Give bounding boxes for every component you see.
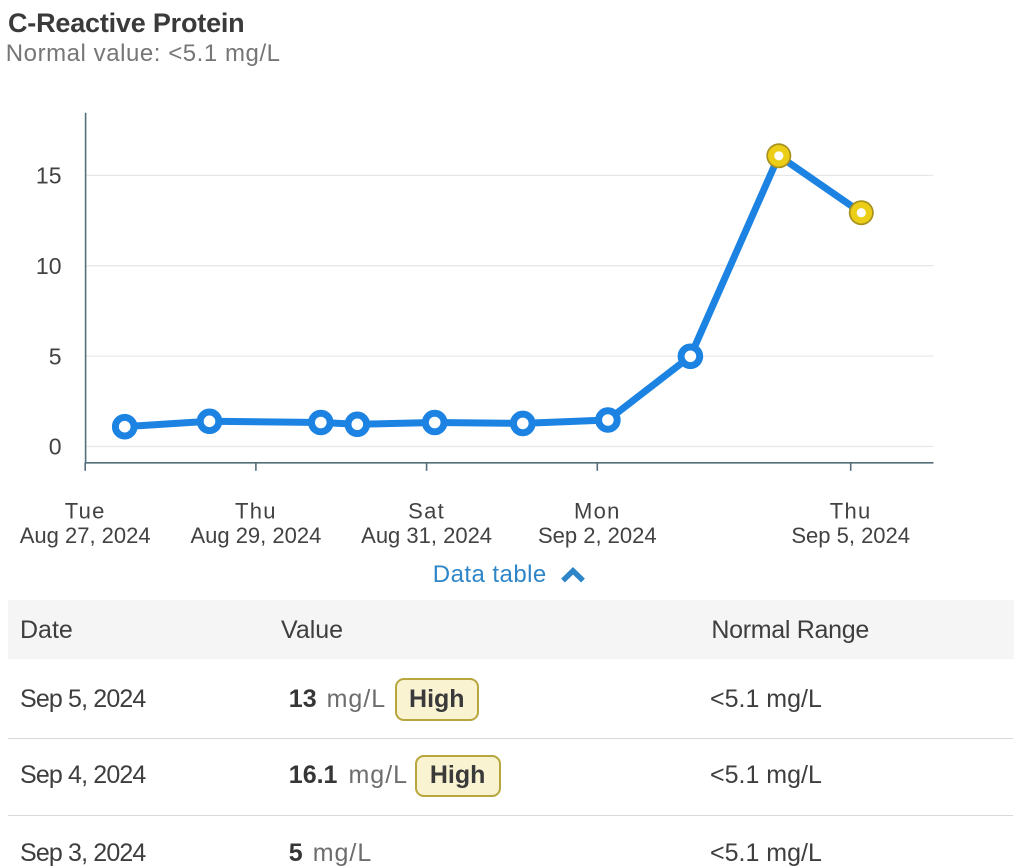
svg-text:Sat: Sat [408,498,445,523]
svg-text:Sep 2, 2024: Sep 2, 2024 [538,523,657,548]
svg-text:Aug 27, 2024: Aug 27, 2024 [20,523,151,548]
svg-text:Mon: Mon [574,498,621,523]
svg-text:Thu: Thu [830,498,872,523]
svg-text:Aug 31, 2024: Aug 31, 2024 [361,523,492,548]
svg-text:Sep 5, 2024: Sep 5, 2024 [791,523,910,548]
svg-text:Aug 29, 2024: Aug 29, 2024 [190,523,321,548]
svg-text:10: 10 [36,253,62,279]
svg-text:Thu: Thu [235,498,277,523]
svg-text:5: 5 [49,343,62,369]
svg-text:0: 0 [49,434,62,460]
svg-text:15: 15 [36,163,62,189]
svg-text:Tue: Tue [65,498,106,523]
